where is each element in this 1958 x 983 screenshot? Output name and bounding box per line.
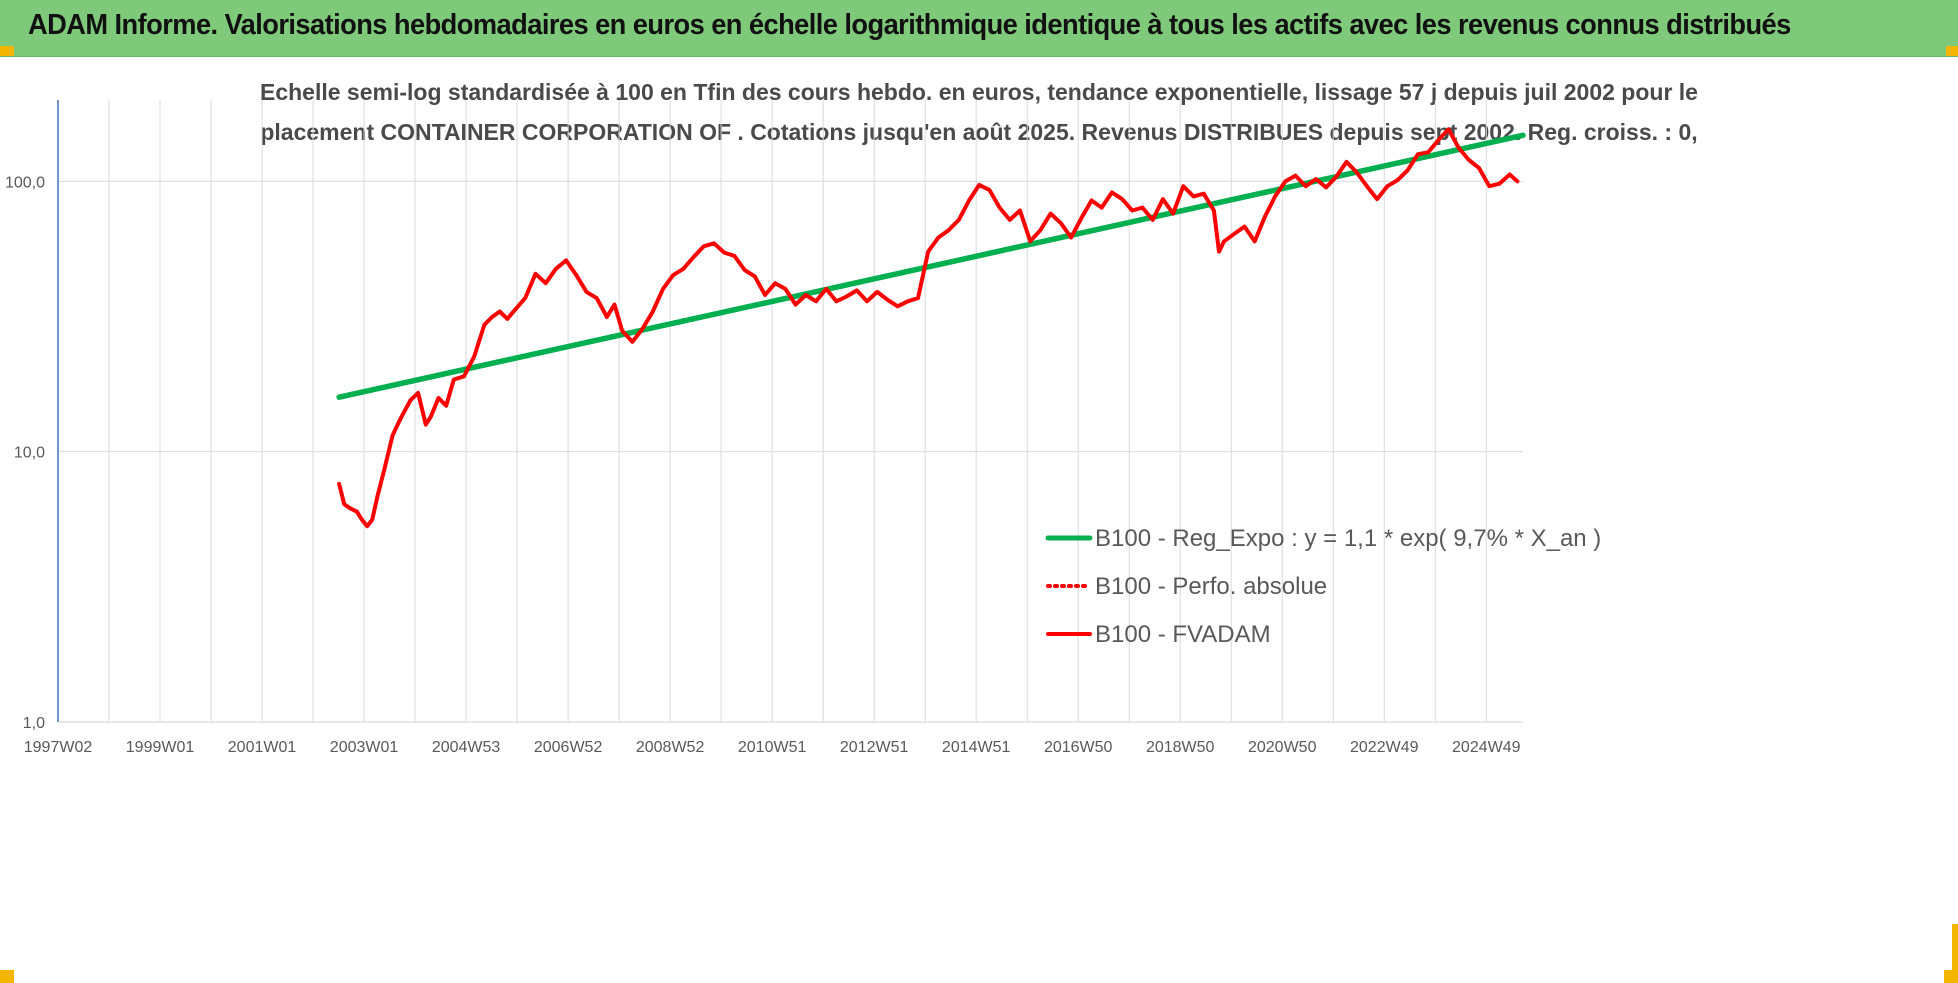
x-tick-label: 2020W50 xyxy=(1248,739,1317,756)
y-tick-labels: 1,0 10,0 100,0 xyxy=(5,174,45,732)
y-gridlines xyxy=(58,180,1523,723)
x-tick-label: 2008W52 xyxy=(636,739,705,756)
series-layer xyxy=(336,127,1526,529)
x-gridlines xyxy=(57,100,1487,722)
legend-item-performance-label: B100 - Perfo. absolue xyxy=(1095,573,1327,600)
x-tick-label: 2004W53 xyxy=(432,739,501,756)
header-banner: ADAM Informe. Valorisations hebdomadaire… xyxy=(0,0,1958,57)
corner-marker-top-right xyxy=(1946,46,1958,56)
legend-item-fvadam-label: B100 - FVADAM xyxy=(1095,621,1271,648)
chart-subtitle-line-1: Echelle semi-log standardisée à 100 en T… xyxy=(260,79,1698,105)
x-tick-label: 2010W51 xyxy=(738,739,807,756)
x-tick-label: 2014W51 xyxy=(942,739,1011,756)
x-tick-label: 2001W01 xyxy=(228,739,297,756)
page-title: ADAM Informe. Valorisations hebdomadaire… xyxy=(28,9,1791,41)
x-tick-label: 2006W52 xyxy=(534,739,603,756)
x-tick-label: 2016W50 xyxy=(1044,739,1113,756)
x-tick-labels: 1997W02 1999W01 2001W01 2003W01 2004W53 2006W… xyxy=(24,739,1521,756)
corner-marker-bottom-left xyxy=(0,970,14,983)
regression-line xyxy=(336,132,1526,400)
log-valuation-chart: Echelle semi-log standardisée à 100 en T… xyxy=(5,79,1698,756)
chart-subtitle-line-2: placement CONTAINER CORPORATION OF . Cot… xyxy=(260,119,1697,145)
y-tick-label: 100,0 xyxy=(5,174,45,191)
x-tick-label: 2018W50 xyxy=(1146,739,1215,756)
fvadam-line xyxy=(337,127,1520,529)
x-tick-label: 2024W49 xyxy=(1452,739,1521,756)
legend-item-regression-label: B100 - Reg_Expo : y = 1,1 * exp( 9,7% * … xyxy=(1095,525,1601,552)
x-tick-label: 1997W02 xyxy=(24,739,93,756)
corner-marker-bottom-right xyxy=(1952,924,1958,983)
corner-marker-top-left xyxy=(0,46,14,56)
chart-legend: B100 - Reg_Expo : y = 1,1 * exp( 9,7% * … xyxy=(1045,525,1601,648)
x-tick-label: 1999W01 xyxy=(126,739,195,756)
x-tick-label: 2012W51 xyxy=(840,739,909,756)
x-tick-label: 2003W01 xyxy=(330,739,399,756)
x-tick-label: 2022W49 xyxy=(1350,739,1419,756)
y-tick-label: 10,0 xyxy=(14,445,45,462)
corner-marker-bottom-right-foot xyxy=(1944,970,1958,983)
y-tick-label: 1,0 xyxy=(23,715,45,732)
